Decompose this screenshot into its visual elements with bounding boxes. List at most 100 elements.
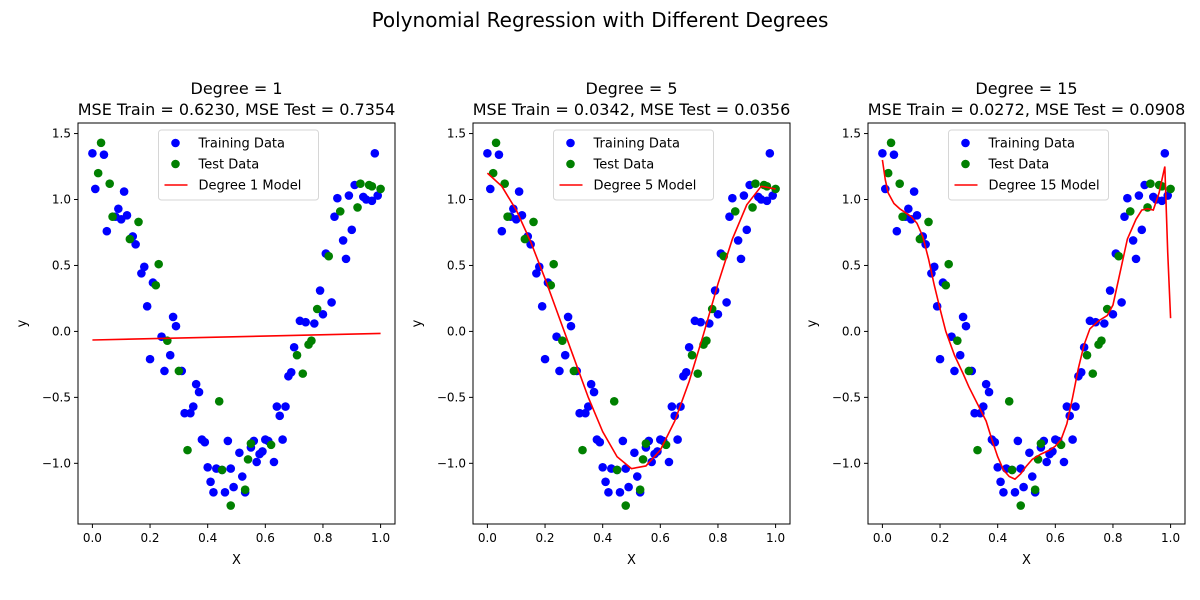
training-point	[370, 149, 380, 158]
training-point	[632, 472, 642, 481]
training-point	[203, 462, 212, 472]
subplot-title-line2: MSE Train = 0.6230, MSE Test = 0.7354	[78, 100, 396, 119]
legend: Training Data Test Data Degree 15 Model	[948, 129, 1109, 201]
training-point	[344, 191, 354, 200]
y-tick-label: 0.5	[52, 258, 71, 272]
x-tick-label: 0.6	[1046, 531, 1065, 545]
training-point	[601, 477, 610, 487]
training-point	[537, 302, 547, 311]
test-point	[1125, 207, 1135, 216]
training-point	[514, 187, 524, 196]
legend-training-label: Training Data	[593, 137, 680, 152]
test-point	[217, 465, 227, 475]
y-tick-label: 0.5	[842, 258, 861, 272]
training-point	[119, 187, 129, 196]
x-tick-label: 1.0	[766, 531, 785, 545]
y-tick-label: −1.0	[832, 456, 861, 470]
x-axis-label: X	[627, 553, 636, 568]
training-point	[999, 488, 1008, 497]
training-point	[497, 226, 507, 236]
training-point	[347, 225, 357, 235]
legend-training-marker	[961, 138, 970, 148]
training-point	[604, 488, 613, 497]
training-point	[878, 149, 887, 158]
training-point	[935, 354, 945, 364]
legend-box	[948, 129, 1109, 201]
training-point	[165, 350, 175, 360]
test-point	[702, 336, 711, 345]
test-point	[298, 369, 308, 378]
training-point	[765, 149, 775, 158]
test-point	[612, 465, 622, 475]
y-tick-label: 1.0	[842, 193, 861, 207]
training-point	[653, 447, 662, 456]
subplot-title-line2: MSE Train = 0.0272, MSE Test = 0.0908	[868, 100, 1186, 119]
legend: Training Data Test Data Degree 5 Model	[553, 129, 714, 201]
training-point	[99, 150, 109, 159]
model-line	[92, 332, 381, 341]
training-point	[996, 477, 1005, 487]
training-point	[494, 150, 504, 159]
training-point	[984, 387, 994, 397]
test-point	[1030, 485, 1040, 495]
axes-frame	[77, 122, 396, 525]
test-point	[1146, 179, 1155, 188]
test-point	[578, 445, 587, 455]
x-tick-label: 0.0	[83, 531, 102, 545]
training-point	[978, 402, 988, 411]
training-point	[1100, 319, 1109, 328]
training-point	[722, 298, 731, 307]
subplot-1: Degree = 1 MSE Train = 0.6230, MSE Test =…	[15, 79, 396, 568]
x-tick-label: 0.4	[593, 531, 612, 545]
legend-model-label: Degree 5 Model	[594, 179, 697, 194]
training-point	[733, 236, 743, 245]
training-point	[581, 408, 590, 418]
legend-test-label: Test Data	[198, 158, 260, 173]
training-point	[373, 191, 383, 200]
training-point	[566, 321, 576, 331]
training-point	[560, 350, 570, 360]
model-line	[881, 159, 1172, 481]
y-tick-label: 1.5	[447, 127, 466, 141]
test-point	[1036, 439, 1046, 448]
training-point	[1027, 472, 1037, 481]
training-point	[333, 193, 342, 203]
test-point	[944, 259, 953, 269]
test-point	[569, 366, 579, 376]
training-point	[1019, 482, 1028, 492]
subplot-3: Degree = 15 MSE Train = 0.0272, MSE Test …	[805, 79, 1186, 568]
training-point	[1013, 436, 1023, 446]
test-point	[915, 234, 925, 244]
x-axis-label: X	[1022, 553, 1031, 568]
x-tick-label: 0.8	[708, 531, 727, 545]
training-point	[235, 448, 244, 458]
training-point	[289, 342, 299, 352]
legend-test-label: Test Data	[988, 158, 1050, 173]
training-point	[186, 408, 195, 418]
y-tick-label: 1.0	[447, 193, 466, 207]
training-point	[667, 402, 677, 411]
y-tick-label: 0.0	[447, 324, 466, 338]
test-point	[953, 336, 962, 345]
test-point	[730, 207, 740, 216]
test-point	[367, 182, 377, 191]
training-point	[341, 254, 351, 264]
training-point	[237, 472, 247, 481]
test-point	[693, 369, 703, 378]
test-point	[503, 212, 512, 221]
test-point	[638, 455, 648, 464]
training-point	[563, 312, 573, 322]
test-point	[96, 138, 106, 148]
test-point	[214, 397, 224, 406]
training-point	[275, 411, 285, 421]
subplot-title-line1: Degree = 15	[975, 79, 1077, 98]
y-tick-label: 0.0	[52, 324, 71, 338]
training-point	[1059, 457, 1069, 467]
training-point	[589, 387, 599, 397]
data-layer	[878, 138, 1175, 510]
training-point	[961, 321, 971, 331]
training-point	[142, 302, 152, 311]
test-point	[174, 366, 184, 376]
test-point	[376, 184, 385, 194]
test-point	[529, 217, 538, 227]
